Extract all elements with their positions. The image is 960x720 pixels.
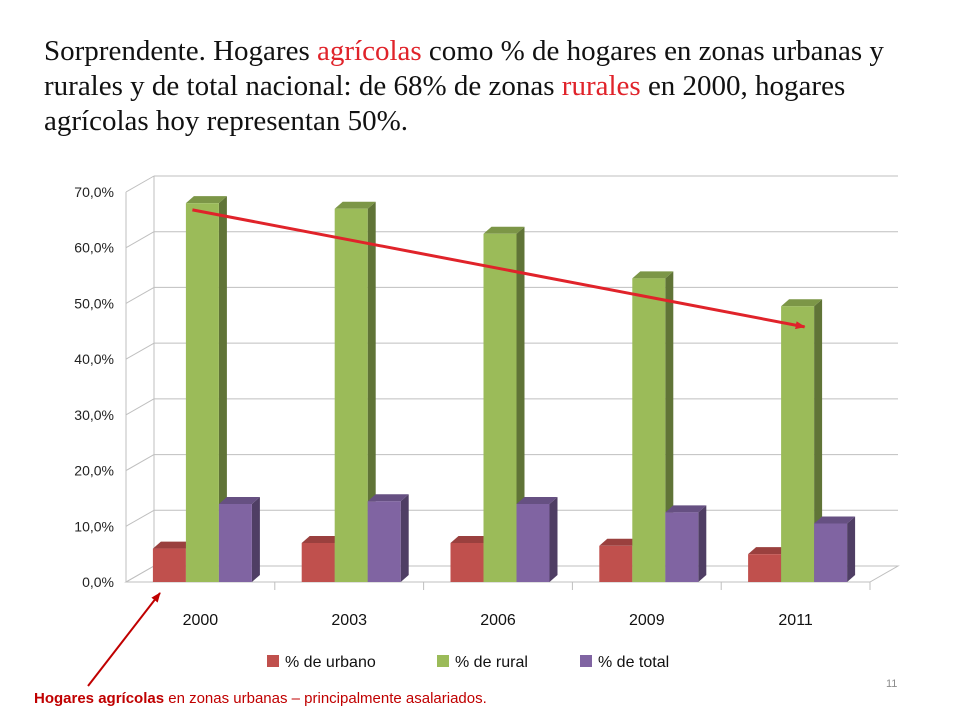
bar-top [367,494,409,502]
bar-front [665,512,699,582]
gridline-side [125,509,155,527]
title-text: como % de hogares en zonas urbanas y rur… [44,35,884,102]
bar-front [632,278,666,582]
y-tick-label: 30,0% [74,407,114,423]
bar-front [781,306,815,582]
bar--de-rural-2009 [632,271,674,582]
bar-front [367,501,401,582]
bar-front [218,504,252,582]
bar-side [665,271,674,582]
footnote-arrow [87,592,161,687]
bar-front [483,233,517,583]
trend-arrow [192,208,806,330]
legend-label: % de rural [455,654,528,671]
bar-front [185,203,219,582]
y-tick-label: 0,0% [82,574,114,590]
title-highlight: rurales [561,70,641,102]
x-tick-label: 2009 [629,612,665,629]
bar-front [450,543,484,582]
bar--de-rural-2011 [781,299,823,582]
bar-top [152,541,194,549]
footnote-text: en zonas urbanas – principalmente asalar… [164,690,487,707]
gridline-side [125,231,155,249]
bar-side [516,226,525,583]
footnote: Hogares agrícolas en zonas urbanas – pri… [34,690,487,707]
x-tick-label: 2000 [183,612,219,629]
legend-swatch [267,655,279,667]
title-highlight: agrícolas [317,35,422,67]
title-text: Sorprendente. Hogares [44,35,317,67]
title-text: en 2000, hogares agrícolas hoy represent… [44,70,846,137]
bar-front [516,504,550,582]
gridline-side [125,342,155,360]
bar-front [152,548,186,582]
bar--de-total-2011 [814,516,856,582]
bar-side [218,196,227,582]
bar-side [698,505,707,582]
bar-front [748,554,782,582]
bar-top [814,516,856,524]
page-number: 11 [886,678,898,690]
bar-side [814,299,823,582]
y-tick-label: 20,0% [74,463,114,479]
bar--de-total-2006 [516,497,558,582]
chart-bars [152,196,856,583]
bar-top [781,299,823,307]
bar-front [301,543,335,582]
bar-top [185,196,227,204]
y-tick-label: 70,0% [74,184,114,200]
y-tick-label: 50,0% [74,295,114,311]
bar-front [334,208,368,582]
bar--de-total-2009 [665,505,707,582]
bar-top [516,497,558,504]
bar--de-rural-2003 [334,201,376,582]
chart-legend: % de urbano % de rural % de total [267,654,669,671]
gridline-side [125,286,155,304]
x-tick-label: 2006 [480,612,516,629]
bar-top [334,201,376,209]
bar--de-total-2000 [218,497,260,582]
bar-side [251,497,260,582]
legend-label: % de total [598,654,669,671]
legend-swatch [437,655,449,667]
bar-top [218,497,260,504]
y-tick-label: 60,0% [74,240,114,256]
annotation-arrows [87,208,806,687]
bar-top [301,536,343,543]
gridline-side [125,398,155,416]
bar-side [400,494,409,582]
bar-top [632,271,674,279]
bar-top [748,547,790,555]
chart-axis-labels: 0,0% 10,0% 20,0% 30,0% 40,0% 50,0% 60,0% 70,0% 2… [74,184,813,629]
bar-front [814,523,848,582]
bar--de-rural-2000 [185,196,227,582]
bar-top [450,536,492,543]
bar-side [367,201,376,582]
bar-side [847,516,856,582]
gridline-side [125,454,155,472]
x-tick-label: 2011 [778,612,813,629]
gridline-side [125,175,155,193]
x-tick-label: 2003 [331,612,367,629]
slide-title: Sorprendente. Hogares agrícolas como % d… [44,34,924,139]
bar-side [549,497,558,582]
footnote-bold: Hogares agrícolas [34,690,165,707]
bar-top [599,538,641,546]
y-tick-label: 10,0% [74,518,114,534]
bar-top [483,226,525,234]
bar--de-total-2003 [367,494,409,582]
legend-label: % de urbano [285,654,376,671]
y-tick-label: 40,0% [74,351,114,367]
bar-front [599,545,633,582]
bar-top [665,505,707,513]
legend-swatch [580,655,592,667]
bar--de-rural-2006 [483,226,525,583]
